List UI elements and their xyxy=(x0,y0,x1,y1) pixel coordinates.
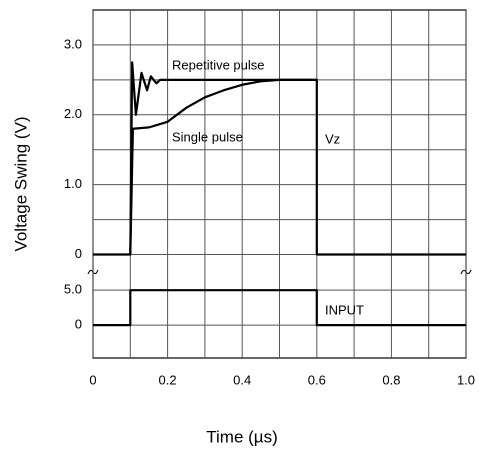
y-axis-label: Voltage Swing (V) xyxy=(11,116,30,251)
series-label: Repetitive pulse xyxy=(172,57,265,72)
series-line xyxy=(93,289,466,327)
x-tick-label: 0.6 xyxy=(308,372,326,387)
series-label: Single pulse xyxy=(172,129,243,144)
y-tick-label: 3.0 xyxy=(64,36,82,51)
x-axis-label: Time (µs) xyxy=(206,427,278,446)
series-line xyxy=(129,78,317,255)
annotation: Vz xyxy=(325,131,340,146)
y-tick-label: 0 xyxy=(75,317,82,332)
y-tick-label: 2.0 xyxy=(64,106,82,121)
y-tick-label: 0 xyxy=(75,246,82,261)
x-tick-label: 0.4 xyxy=(233,372,251,387)
x-tick-label: 0.2 xyxy=(159,372,177,387)
series-line xyxy=(93,61,466,256)
x-tick-label: 0.8 xyxy=(382,372,400,387)
y-tick-label: 1.0 xyxy=(64,176,82,191)
x-tick-label: 1.0 xyxy=(457,372,475,387)
x-tick-label: 0 xyxy=(89,372,96,387)
y-tick-label: 5.0 xyxy=(64,282,82,297)
annotation: INPUT xyxy=(325,302,364,317)
